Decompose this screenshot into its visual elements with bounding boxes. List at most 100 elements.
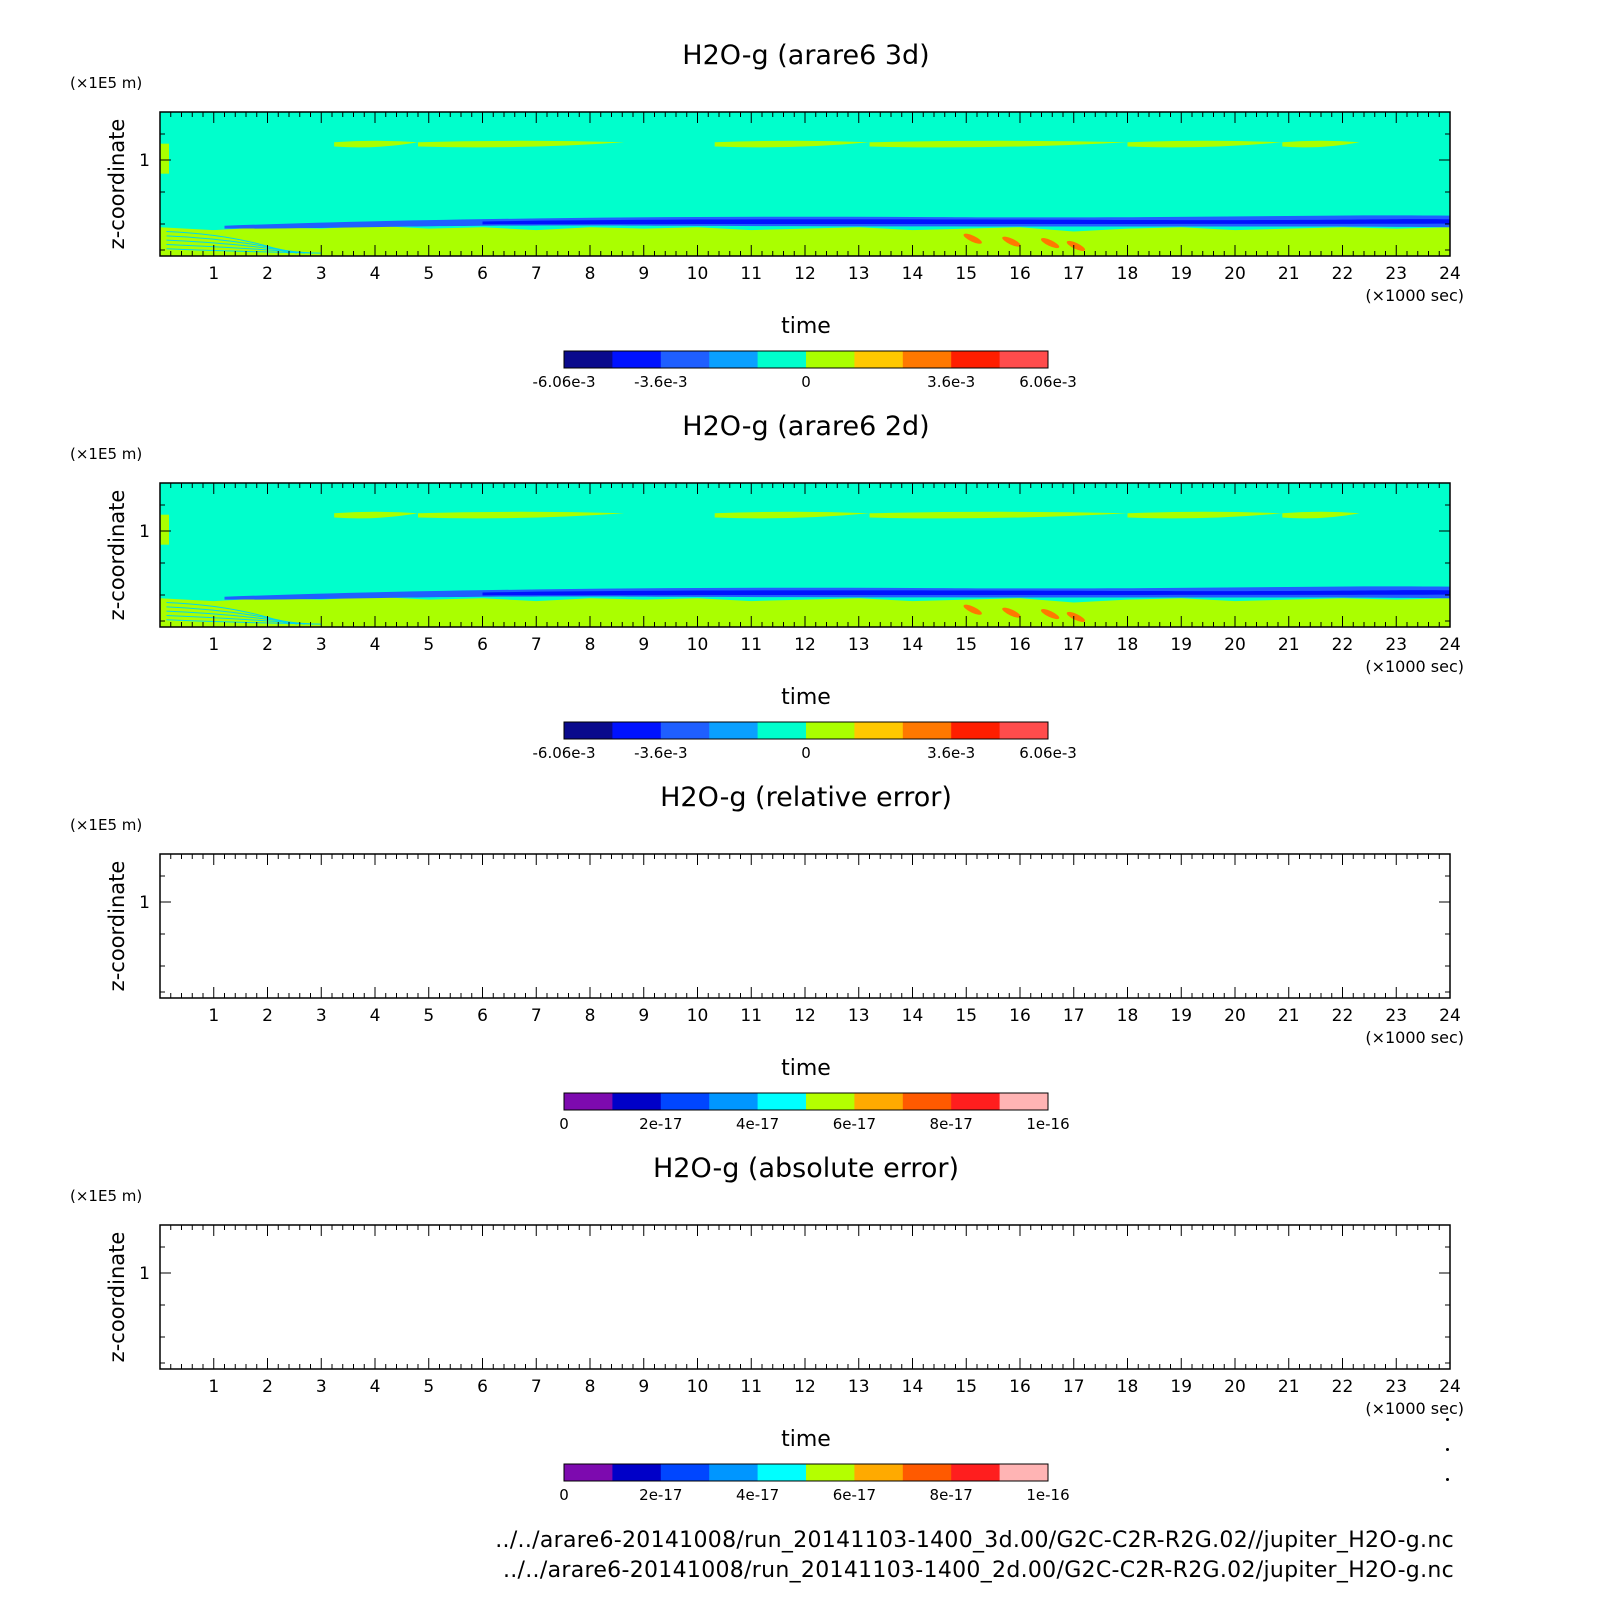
colorbar-swatch: [854, 722, 904, 739]
x-tick-label: 22: [1332, 264, 1354, 284]
colorbar-label: 6.06e-3: [1019, 744, 1077, 762]
colorbar-swatch: [757, 351, 807, 368]
x-tick-label: 22: [1332, 635, 1354, 655]
colorbar-swatch: [951, 1464, 1001, 1481]
x-tick-label: 8: [585, 264, 596, 284]
x-tick-label: 11: [740, 264, 762, 284]
x-tick-label: 9: [638, 264, 649, 284]
x-tick-label: 20: [1224, 1006, 1246, 1026]
colorbar-swatch: [709, 1093, 759, 1110]
field-wave-line: [166, 619, 322, 625]
colorbar-swatch: [902, 722, 952, 739]
x-tick-label: 5: [423, 1377, 434, 1397]
plot-frame: [159, 1224, 1451, 1370]
field-upper-band: [869, 511, 1128, 519]
y-axis-label: z-coordinate: [105, 861, 129, 992]
marker-dot: [1446, 1478, 1449, 1481]
colorbar-swatch: [806, 351, 855, 368]
x-tick-label: 7: [531, 1006, 542, 1026]
colorbar-frame: [563, 721, 1049, 740]
field-upper-band: [334, 140, 418, 148]
x-tick-label: 1: [208, 635, 219, 655]
x-tick-label: 12: [794, 264, 816, 284]
colorbar-frame: [563, 1463, 1049, 1482]
field-upper-band: [418, 140, 625, 148]
x-unit-label: (×1000 sec): [1365, 1399, 1464, 1418]
x-tick-label: 14: [902, 1006, 924, 1026]
x-tick-label: 11: [740, 1377, 762, 1397]
field-upper-band: [714, 140, 870, 148]
chart-panel: H2O-g (arare6 3d)(×1E5 m)1 2 3 4 5 6 7 8 9 10 11 12…: [70, 40, 1464, 391]
x-tick-label: 21: [1278, 1377, 1300, 1397]
x-tick-label: 14: [902, 264, 924, 284]
x-tick-label: 9: [638, 1377, 649, 1397]
x-tick-label: 13: [848, 1006, 870, 1026]
colorbar-label: 6.06e-3: [1019, 373, 1077, 391]
colorbar-label: 1e-16: [1026, 1115, 1069, 1133]
x-tick-label: 16: [1009, 1377, 1031, 1397]
field-upper-band: [714, 511, 870, 519]
x-tick-label: 5: [423, 264, 434, 284]
x-tick-label: 22: [1332, 1377, 1354, 1397]
colorbar-label: -3.6e-3: [634, 373, 687, 391]
x-tick-label: 19: [1170, 1377, 1192, 1397]
x-tick-label: 17: [1063, 1006, 1085, 1026]
colorbar-swatch: [902, 1093, 952, 1110]
field-negative-core: [482, 590, 1450, 596]
colorbar-swatch: [757, 722, 807, 739]
x-tick-label: 1: [208, 1006, 219, 1026]
x-tick-label: 18: [1117, 1377, 1139, 1397]
field-positive-patch: [1002, 236, 1021, 247]
x-tick-label: 12: [794, 1006, 816, 1026]
colorbar-swatch: [612, 722, 662, 739]
y-axis-label: z-coordinate: [105, 119, 129, 250]
x-unit-label: (×1000 sec): [1365, 657, 1464, 676]
y-tick-label: 1: [139, 1264, 150, 1284]
field-upper-band: [1282, 140, 1360, 148]
colorbar-label: 3.6e-3: [927, 373, 975, 391]
x-tick-label: 10: [687, 1006, 709, 1026]
colorbar-frame: [563, 1092, 1049, 1111]
colorbar-swatch: [854, 351, 904, 368]
x-axis-label: time: [781, 685, 831, 710]
colorbar-label: 0: [801, 373, 811, 391]
x-tick-label: 16: [1009, 1006, 1031, 1026]
x-tick-label: 3: [316, 1377, 327, 1397]
colorbar-frame: [563, 350, 1049, 369]
x-tick-label: 8: [585, 1006, 596, 1026]
x-tick-label: 24: [1439, 635, 1461, 655]
x-tick-label: 13: [848, 264, 870, 284]
y-axis-label: z-coordinate: [105, 490, 129, 621]
x-tick-label: 6: [477, 1006, 488, 1026]
x-tick-label: 17: [1063, 1377, 1085, 1397]
x-tick-label: 20: [1224, 1377, 1246, 1397]
chart-panel: H2O-g (arare6 2d)(×1E5 m)1 2 3 4 5 6 7 8 9 10 11 12…: [70, 411, 1464, 762]
x-tick-label: 23: [1385, 1006, 1407, 1026]
x-tick-label: 15: [955, 635, 977, 655]
colorbar-label: -6.06e-3: [533, 373, 596, 391]
chart-title: H2O-g (relative error): [660, 782, 952, 813]
x-tick-label: 12: [794, 1377, 816, 1397]
y-tick-label: 1: [139, 151, 150, 171]
x-tick-label: 19: [1170, 264, 1192, 284]
x-tick-label: 10: [687, 635, 709, 655]
field-upper-band: [1127, 511, 1283, 519]
chart-title: H2O-g (absolute error): [653, 1153, 959, 1184]
source-file-3d: ../../arare6-20141008/run_20141103-1400_…: [495, 1528, 1454, 1553]
colorbar-label: 6e-17: [833, 1486, 876, 1504]
field-negative-core: [482, 219, 1450, 225]
field-wave-line: [166, 248, 322, 254]
colorbar-label: 1e-16: [1026, 1486, 1069, 1504]
colorbar-swatch: [999, 1464, 1049, 1481]
marker-dot: [1446, 1418, 1449, 1421]
colorbar-label: 2e-17: [639, 1486, 682, 1504]
colorbar-swatch: [806, 722, 855, 739]
x-tick-label: 5: [423, 635, 434, 655]
colorbar-label: 4e-17: [736, 1115, 779, 1133]
x-tick-label: 18: [1117, 635, 1139, 655]
colorbar-label: -3.6e-3: [634, 744, 687, 762]
colorbar-swatch: [612, 1093, 662, 1110]
colorbar-label: 6e-17: [833, 1115, 876, 1133]
x-tick-label: 15: [955, 1006, 977, 1026]
x-axis-label: time: [781, 1056, 831, 1081]
